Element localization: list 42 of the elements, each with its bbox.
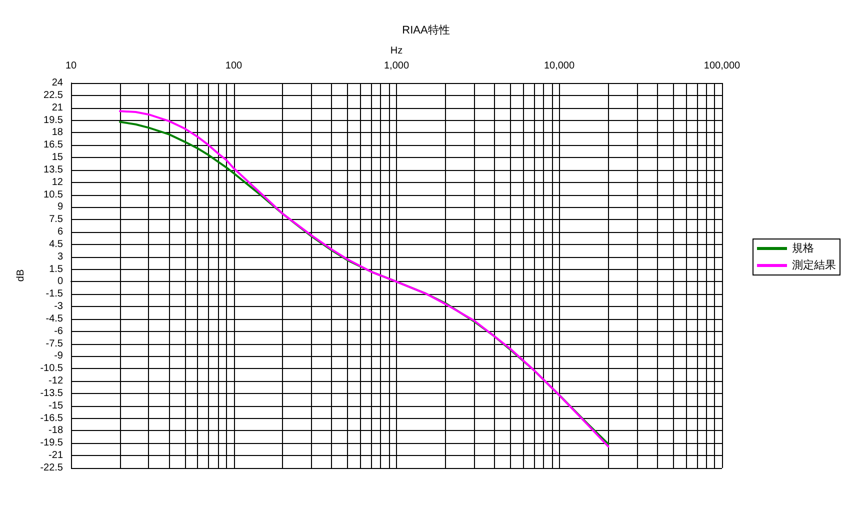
x-tick-label: 100,000	[704, 60, 741, 72]
y-tick-label: 0	[57, 276, 64, 288]
y-tick-label: 10.5	[44, 189, 64, 200]
y-tick-label: -4.5	[46, 313, 64, 324]
y-tick-label: 4.5	[49, 238, 64, 250]
y-tick-label: -15	[48, 400, 64, 412]
y-tick-label: -19.5	[40, 438, 64, 449]
y-tick-label: 18	[52, 127, 64, 138]
y-axis-title: dB	[16, 269, 26, 282]
x-tick-label: 1,000	[384, 60, 410, 72]
y-tick-label: 9	[57, 202, 64, 213]
x-axis-title: Hz	[390, 46, 403, 57]
y-tick-label: 16.5	[44, 140, 64, 151]
y-tick-label: -12	[48, 376, 64, 387]
y-tick-label: -16.5	[40, 412, 64, 424]
y-tick-label: -1.5	[46, 288, 64, 300]
y-tick-label: -9	[54, 350, 64, 362]
x-tick-label: 100	[225, 60, 243, 72]
y-tick-label: -7.5	[46, 338, 64, 350]
y-tick-label: 19.5	[44, 114, 64, 126]
y-tick-label: -3	[54, 301, 64, 312]
legend-label: 測定結果	[792, 258, 836, 272]
y-tick-label: -10.5	[40, 363, 64, 374]
y-tick-label: 21	[52, 102, 64, 114]
y-tick-label: 12	[52, 176, 64, 188]
chart-title: RIAA特性	[402, 24, 450, 36]
x-tick-label: 10	[65, 60, 77, 72]
y-tick-label: -22.5	[40, 462, 64, 474]
y-tick-label: 22.5	[44, 90, 64, 101]
y-tick-label: 7.5	[49, 214, 64, 226]
y-tick-label: -21	[48, 450, 64, 462]
y-tick-label: 6	[57, 226, 64, 238]
y-tick-label: -6	[54, 326, 64, 337]
y-tick-label: -13.5	[40, 388, 64, 399]
y-tick-label: 13.5	[44, 164, 64, 176]
y-tick-label: 15	[52, 152, 64, 164]
y-tick-label: 24	[52, 78, 64, 88]
y-tick-label: 3	[57, 251, 64, 262]
y-tick-label: -18	[48, 425, 64, 436]
x-tick-label: 10,000	[544, 60, 575, 72]
y-tick-label: 1.5	[49, 264, 64, 275]
legend-label: 規格	[792, 242, 814, 254]
